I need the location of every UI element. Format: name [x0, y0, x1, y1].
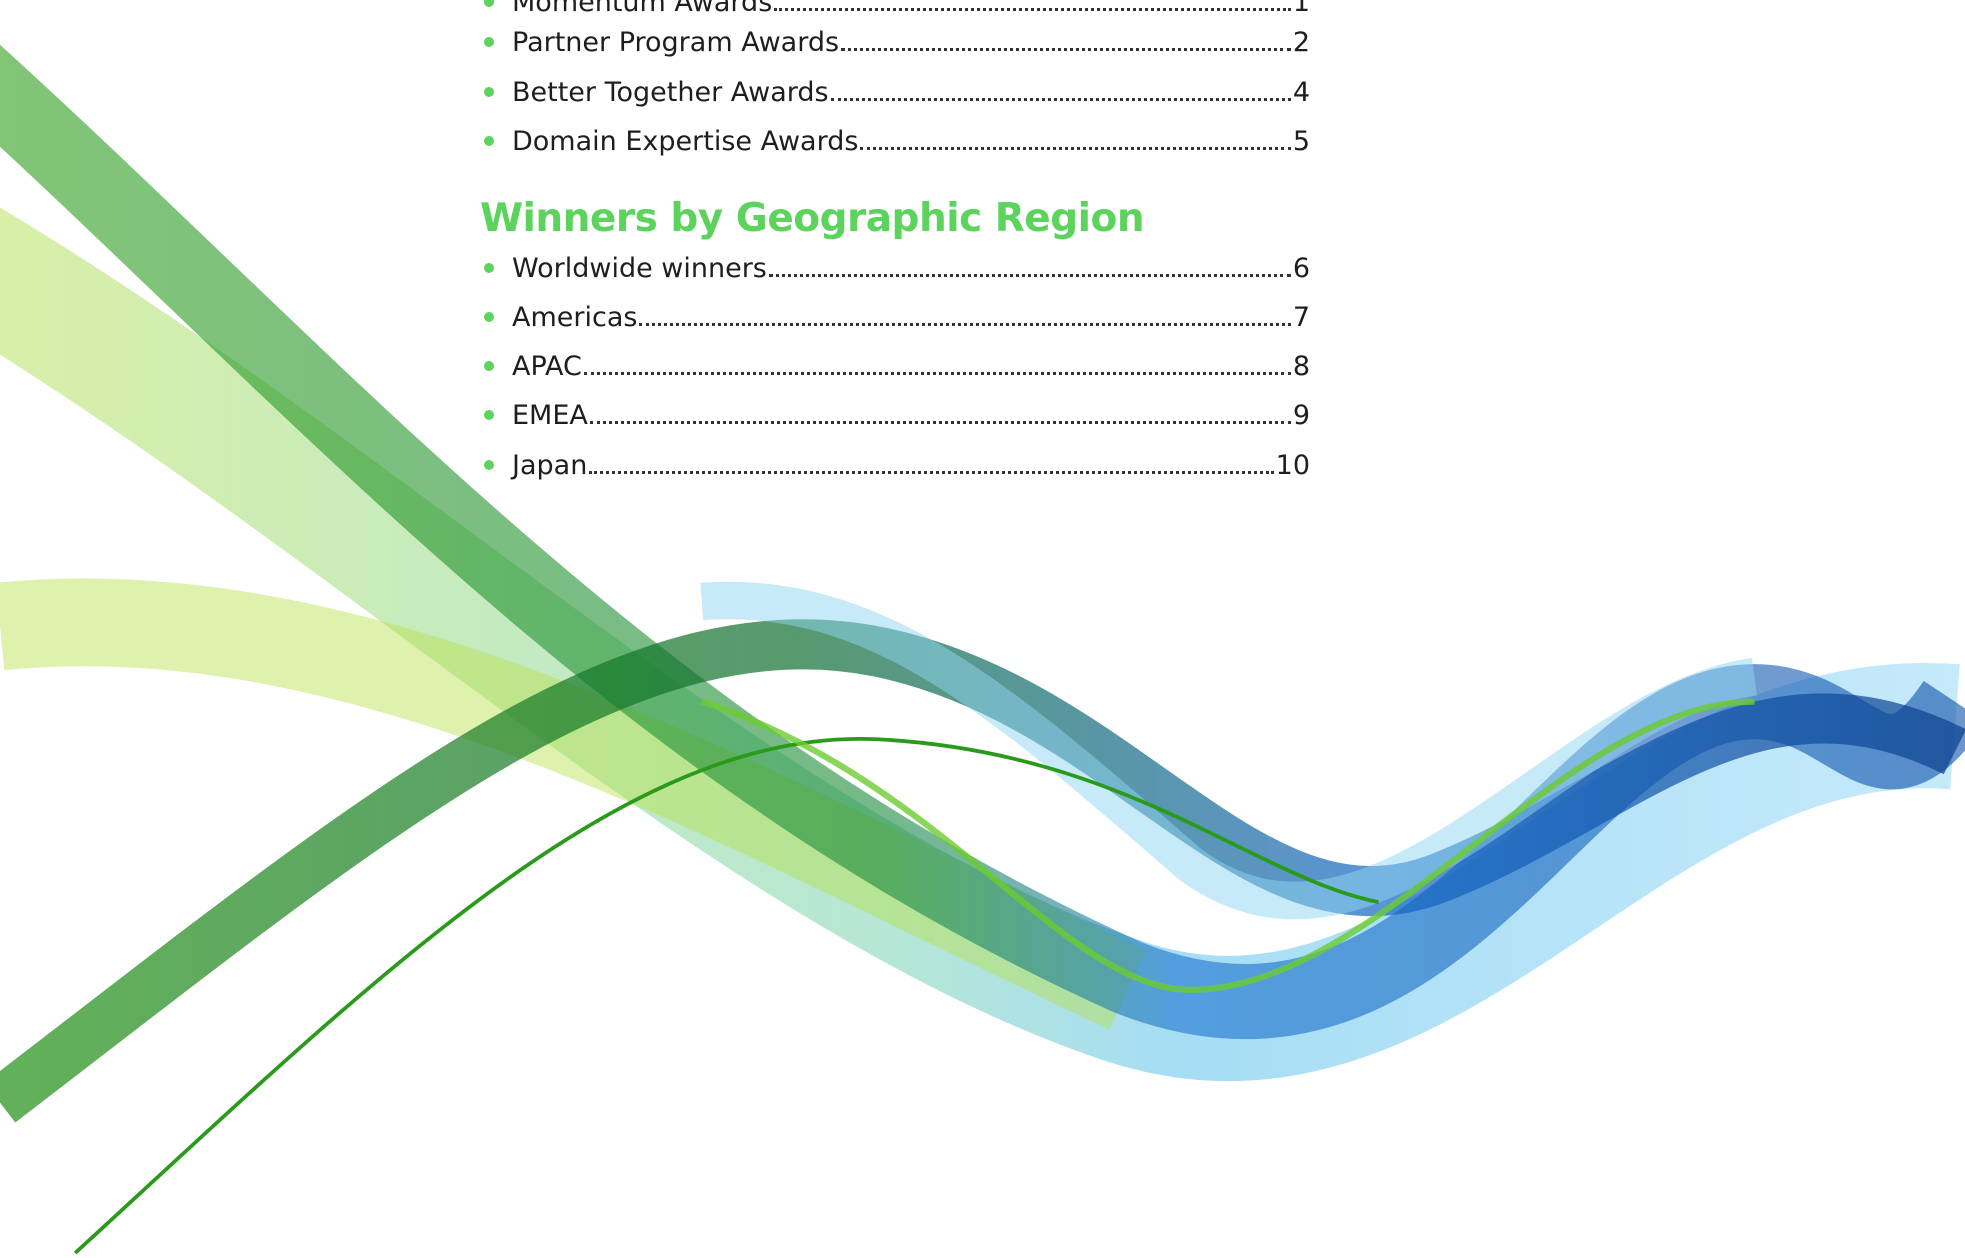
toc-entry: Momentum Awards 1: [484, 0, 1310, 18]
page: Momentum Awards 1 Partner Program Awards 2 B…: [0, 0, 1965, 1258]
toc-entry: EMEA 9: [484, 395, 1310, 431]
toc-entry: Partner Program Awards 2: [484, 22, 1310, 58]
bullet: [484, 87, 494, 97]
page-number: 9: [1293, 400, 1310, 431]
dot-leader: [589, 471, 1273, 474]
page-number: 8: [1293, 351, 1310, 382]
page-number: 7: [1293, 302, 1310, 333]
page-number: 1: [1293, 0, 1310, 18]
dot-leader: [639, 323, 1290, 326]
bullet: [484, 37, 494, 47]
entry-label: Americas: [512, 302, 637, 333]
toc-entry: APAC 8: [484, 346, 1310, 382]
toc-entry: Domain Expertise Awards 5: [484, 121, 1310, 157]
entry-label: Domain Expertise Awards: [512, 126, 858, 157]
bullet: [484, 312, 494, 322]
bullet: [484, 136, 494, 146]
toc-entry: Worldwide winners 6: [484, 248, 1310, 284]
entry-label: Partner Program Awards: [512, 27, 839, 58]
entry-label: Worldwide winners: [512, 253, 767, 284]
entry-label: Japan: [512, 450, 587, 481]
toc-entry: Better Together Awards 4: [484, 72, 1310, 108]
toc-entry: Americas 7: [484, 297, 1310, 333]
bullet: [484, 263, 494, 273]
page-number: 4: [1293, 77, 1310, 108]
dot-leader: [860, 147, 1290, 150]
dot-leader: [831, 98, 1291, 101]
dot-leader: [769, 274, 1291, 277]
page-number: 6: [1293, 253, 1310, 284]
bullet: [484, 410, 494, 420]
bullet: [484, 460, 494, 470]
dot-leader: [774, 8, 1291, 11]
entry-label: APAC: [512, 351, 582, 382]
page-number: 5: [1293, 126, 1310, 157]
entry-label: Better Together Awards: [512, 77, 829, 108]
dot-leader: [584, 372, 1291, 375]
dot-leader: [590, 421, 1291, 424]
bullet: [484, 361, 494, 371]
bullet: [484, 0, 494, 7]
entry-label: EMEA: [512, 400, 588, 431]
page-number: 2: [1293, 27, 1310, 58]
entry-label: Momentum Awards: [512, 0, 772, 18]
toc-entry: Japan 10: [484, 445, 1310, 481]
page-number: 10: [1276, 450, 1310, 481]
section-heading: Winners by Geographic Region: [480, 196, 1144, 241]
dot-leader: [841, 48, 1291, 51]
wave-background: [0, 0, 1965, 1258]
